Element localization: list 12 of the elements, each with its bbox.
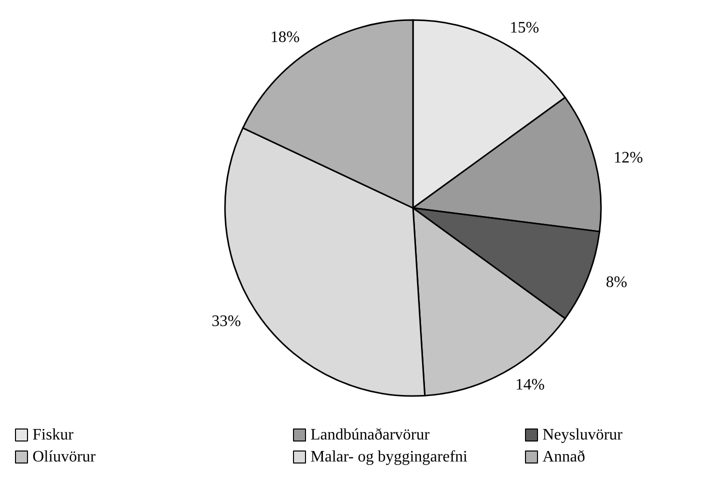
legend-label: Neysluvörur <box>542 426 624 444</box>
data-label: 14% <box>515 376 545 394</box>
data-label: 15% <box>510 20 540 37</box>
legend-label: Landbúnaðarvörur <box>310 426 430 444</box>
legend-label: Olíuvörur <box>32 448 96 466</box>
data-label: 33% <box>212 313 241 330</box>
data-label: 8% <box>606 274 628 291</box>
legend-label: Malar- og byggingarefni <box>310 448 468 466</box>
legend-label: Fiskur <box>32 426 74 444</box>
data-label: 12% <box>614 149 643 166</box>
data-label: 18% <box>270 28 300 46</box>
legend-label: Annað <box>542 448 586 466</box>
